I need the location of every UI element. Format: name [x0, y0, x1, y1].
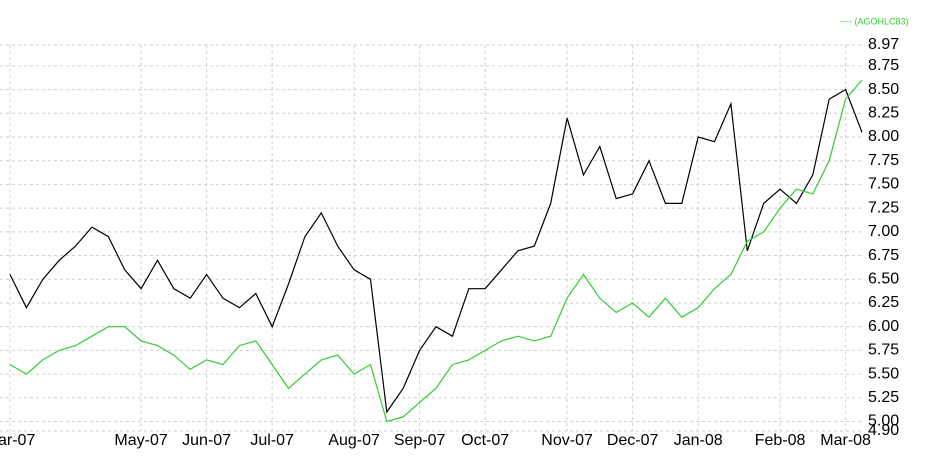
y-tick-label: 6.00 [868, 318, 899, 335]
x-tick-label: Sep-07 [394, 432, 446, 449]
legend-entry: ---- (AGOHLC83) [840, 16, 909, 26]
y-tick-label: 4.90 [868, 422, 899, 439]
y-tick-label: 6.75 [868, 247, 899, 264]
x-tick-label: Jul-07 [250, 432, 294, 449]
y-tick-label: 5.25 [868, 389, 899, 406]
series-line [9, 79, 863, 423]
series-line [9, 88, 863, 414]
x-tick-label: Mar-07 [0, 432, 35, 449]
x-tick-label: Feb-08 [755, 432, 806, 449]
y-tick-label: 6.50 [868, 270, 899, 287]
y-tick-label: 5.75 [868, 342, 899, 359]
x-tick-label: Aug-07 [328, 432, 380, 449]
x-tick-label: Jan-08 [674, 432, 723, 449]
x-tick-label: Oct-07 [461, 432, 509, 449]
y-tick-label: 7.25 [868, 199, 899, 216]
x-tick-label: Nov-07 [541, 432, 593, 449]
y-tick-label: 8.00 [868, 128, 899, 145]
x-tick-label: Jun-07 [182, 432, 231, 449]
y-tick-label: 8.97 [868, 36, 899, 53]
x-tick-label: May-07 [114, 432, 167, 449]
y-tick-label: 7.00 [868, 223, 899, 240]
y-tick-label: 8.75 [868, 57, 899, 74]
y-tick-label: 8.50 [868, 81, 899, 98]
x-tick-label: Dec-07 [607, 432, 659, 449]
x-tick-label: Mar-08 [820, 432, 871, 449]
y-tick-label: 6.25 [868, 294, 899, 311]
y-tick-label: 5.50 [868, 365, 899, 382]
y-tick-label: 5.00 [868, 413, 899, 430]
y-tick-label: 7.50 [868, 176, 899, 193]
y-tick-label: 7.75 [868, 152, 899, 169]
y-tick-label: 8.25 [868, 105, 899, 122]
